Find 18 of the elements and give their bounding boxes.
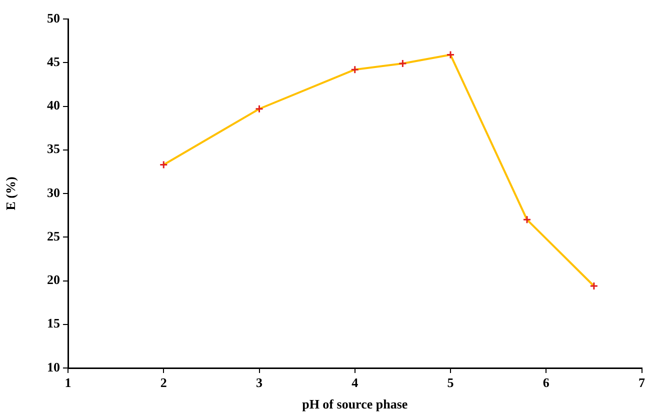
y-tick-label: 10 [47,359,60,374]
y-tick-label: 40 [47,98,60,113]
x-tick-label: 4 [352,375,359,390]
y-tick-label: 20 [47,272,60,288]
x-tick-label: 6 [542,375,550,390]
y-tick-label: 30 [47,184,60,200]
y-tick-label: 45 [47,54,60,69]
x-tick-label: 5 [447,375,454,390]
y-tick-label: 35 [47,141,60,156]
y-tick-label: 25 [47,228,60,244]
y-axis-title: E (%) [3,176,18,210]
x-tick-label: 3 [256,375,263,390]
y-tick-label: 15 [47,316,60,331]
x-tick-label: 2 [160,375,167,390]
x-tick-label: 1 [64,375,72,390]
x-axis-title: pH of source phase [302,396,408,412]
y-tick-label: 50 [47,10,60,26]
x-tick-label: 7 [638,375,646,390]
